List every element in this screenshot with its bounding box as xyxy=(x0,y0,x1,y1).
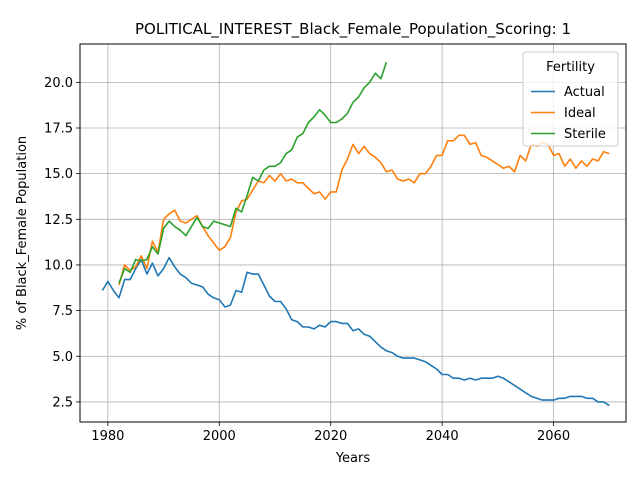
y-tick-label: 2.5 xyxy=(52,395,73,410)
y-axis: 2.5 5.0 7.5 10.0 12.5 15.0 17.5 20.0 xyxy=(44,76,80,410)
plot-frame xyxy=(79,43,627,423)
series-line-sterile xyxy=(118,62,388,284)
legend-title: Fertility xyxy=(546,60,595,75)
legend: Fertility Actual Ideal Sterile xyxy=(522,51,619,147)
y-tick-label: 17.5 xyxy=(44,122,73,137)
y-tick-label: 10.0 xyxy=(44,258,73,273)
grid xyxy=(80,44,626,422)
x-tick-label: 2000 xyxy=(203,429,236,444)
legend-label: Ideal xyxy=(564,106,596,121)
chart-title: POLITICAL_INTEREST_Black_Female_Populati… xyxy=(135,20,571,39)
series-layer xyxy=(101,62,610,407)
x-tick-label: 1980 xyxy=(91,429,124,444)
y-tick-label: 7.5 xyxy=(52,304,73,319)
x-tick-label: 2040 xyxy=(426,429,459,444)
x-axis-label: Years xyxy=(335,451,371,466)
y-tick-label: 5.0 xyxy=(52,350,73,365)
legend-label: Sterile xyxy=(564,127,606,142)
legend-box xyxy=(522,51,619,147)
x-tick-label: 2060 xyxy=(537,429,570,444)
x-axis: 1980 2000 2020 2040 2060 xyxy=(91,422,570,444)
y-tick-label: 12.5 xyxy=(44,213,73,228)
legend-label: Actual xyxy=(564,85,605,100)
legend-entries: Actual Ideal Sterile xyxy=(531,85,606,142)
y-axis-label: % of Black_Female Population xyxy=(15,136,30,330)
x-tick-label: 2020 xyxy=(314,429,347,444)
y-tick-label: 20.0 xyxy=(44,76,73,91)
y-tick-label: 15.0 xyxy=(44,167,73,182)
series-line-actual xyxy=(101,256,610,407)
